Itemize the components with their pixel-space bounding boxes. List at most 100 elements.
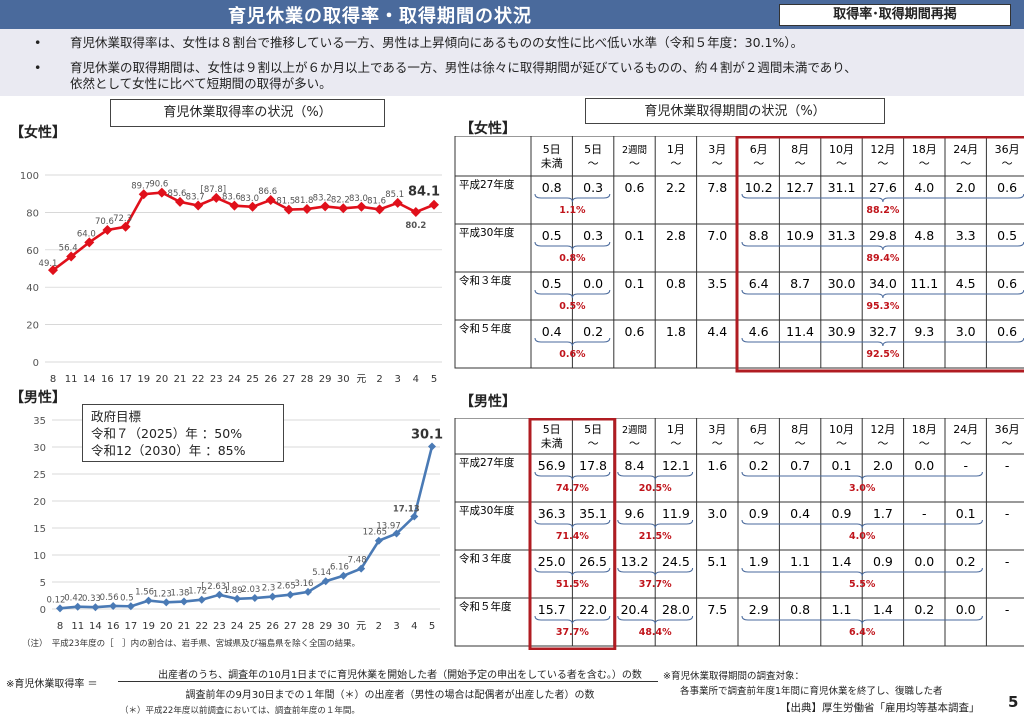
column-header: ～ bbox=[629, 437, 640, 450]
column-header: ～ bbox=[753, 437, 764, 450]
data-label: 85.6 bbox=[168, 189, 187, 199]
bracket bbox=[534, 337, 611, 347]
data-point bbox=[156, 187, 167, 198]
table-cell: 27.6 bbox=[869, 180, 897, 195]
bracket-sum: 37.7% bbox=[639, 579, 672, 590]
x-tick-label: 30 bbox=[337, 374, 350, 385]
table-cell: 12.1 bbox=[662, 458, 690, 473]
data-label: 30.1 bbox=[411, 427, 443, 442]
table-cell: 0.2 bbox=[956, 554, 976, 569]
data-label: 86.6 bbox=[258, 187, 277, 197]
data-point bbox=[374, 204, 385, 215]
row-header: 令和５年度 bbox=[459, 322, 512, 335]
goal-title: 政府目標 bbox=[91, 409, 142, 424]
bracket-sum: 21.5% bbox=[639, 531, 672, 542]
table-cell: 0.1 bbox=[956, 506, 976, 521]
table-cell: 31.3 bbox=[828, 228, 856, 243]
source-note: 【出典】厚生労働省「雇用均等基本調査」 bbox=[780, 702, 980, 714]
table-cell: 2.0 bbox=[956, 180, 976, 195]
table-cell: 30.0 bbox=[828, 276, 856, 291]
table-cell: 56.9 bbox=[538, 458, 566, 473]
column-header: ～ bbox=[629, 157, 640, 170]
bracket-sum: 0.6% bbox=[559, 349, 586, 360]
data-point bbox=[304, 587, 312, 596]
y-tick-label: 80 bbox=[26, 208, 39, 219]
x-tick-label: 5 bbox=[429, 621, 435, 632]
female-chart-label: 【女性】 bbox=[10, 125, 66, 141]
column-header: ～ bbox=[877, 437, 888, 450]
data-point bbox=[265, 195, 276, 206]
table-cell: 2.8 bbox=[666, 228, 686, 243]
table-cell: 1.1 bbox=[790, 554, 810, 569]
formula-note: （＊）平成22年度以前調査においては、調査前年度の１年間。 bbox=[120, 706, 360, 716]
table-cell: 35.1 bbox=[579, 506, 607, 521]
formula-numerator: 出産者のうち、調査年の10月1日までに育児休業を開始した者（開始予定の申出をして… bbox=[158, 670, 642, 681]
table-cell: 28.0 bbox=[662, 602, 690, 617]
table-cell: 0.4 bbox=[790, 506, 810, 521]
bracket bbox=[617, 519, 694, 529]
bracket bbox=[534, 289, 611, 299]
chart-note: （注） 平成23年度の［ ］内の割合は、岩手県、宮城県及び福島県を除く全国の結果… bbox=[22, 639, 361, 649]
highlight-box bbox=[528, 418, 617, 650]
table-cell: 0.8 bbox=[666, 276, 686, 291]
bracket bbox=[534, 241, 611, 251]
x-tick-label: 14 bbox=[83, 374, 96, 385]
x-tick-label: 3 bbox=[395, 374, 401, 385]
x-tick-label: 28 bbox=[301, 374, 314, 385]
data-point bbox=[374, 536, 383, 545]
table-cell: 9.6 bbox=[625, 506, 645, 521]
y-tick-label: 35 bbox=[33, 416, 46, 427]
table-cell: 0.8 bbox=[542, 180, 562, 195]
table-cell: 10.9 bbox=[786, 228, 814, 243]
data-label: 0.56 bbox=[100, 593, 119, 603]
x-tick-label: 11 bbox=[71, 621, 84, 632]
table-cell: 8.7 bbox=[790, 276, 810, 291]
column-header: 3月 bbox=[708, 143, 726, 156]
column-header: 5日 bbox=[584, 423, 602, 436]
series-line bbox=[59, 446, 434, 610]
table-cell: 0.3 bbox=[583, 228, 603, 243]
data-point bbox=[215, 590, 224, 599]
table-cell: 7.0 bbox=[707, 228, 727, 243]
table-cell: 4.4 bbox=[707, 324, 727, 339]
x-tick-label: 22 bbox=[195, 621, 208, 632]
table-cell: 0.9 bbox=[749, 506, 769, 521]
bracket bbox=[617, 615, 694, 625]
x-tick-label: 17 bbox=[119, 374, 132, 385]
data-point bbox=[48, 265, 58, 276]
table-cell: 8.8 bbox=[749, 228, 769, 243]
bracket bbox=[617, 567, 694, 577]
table-cell: 12.7 bbox=[786, 180, 814, 195]
bracket bbox=[741, 241, 1024, 251]
table-cell: 1.4 bbox=[873, 602, 893, 617]
bracket bbox=[741, 337, 1024, 347]
data-label: 83.7 bbox=[186, 192, 205, 202]
data-label: 1.56 bbox=[135, 588, 154, 598]
x-tick-label: 2 bbox=[376, 621, 382, 632]
goal-line-2: 令和12（2030）年 ：85% bbox=[91, 443, 246, 458]
table-cell: 0.2 bbox=[749, 458, 769, 473]
column-header: 2週間 bbox=[622, 144, 647, 156]
data-label: 3.16 bbox=[295, 579, 314, 589]
x-tick-label: 29 bbox=[319, 621, 332, 632]
data-label: 17.13 bbox=[393, 504, 420, 514]
y-tick-label: 20 bbox=[33, 497, 46, 508]
bracket-sum: 51.5% bbox=[556, 579, 589, 590]
data-label: [ 2.63] bbox=[201, 582, 229, 592]
table-cell: - bbox=[1005, 506, 1010, 521]
bracket-sum: 48.4% bbox=[639, 627, 672, 638]
data-label: 81.5 bbox=[276, 197, 295, 207]
bracket-sum: 0.5% bbox=[559, 301, 586, 312]
data-point bbox=[320, 201, 331, 212]
x-tick-label: 27 bbox=[282, 374, 295, 385]
table-cell: 0.2 bbox=[583, 324, 603, 339]
x-tick-label: 24 bbox=[231, 621, 244, 632]
table-cell: 3.0 bbox=[956, 324, 976, 339]
table-cell: 0.7 bbox=[790, 458, 810, 473]
table-cell: 0.0 bbox=[914, 458, 934, 473]
x-tick-label: 17 bbox=[124, 621, 137, 632]
row-header: 令和３年度 bbox=[459, 274, 512, 287]
column-header: ～ bbox=[670, 157, 681, 170]
formula-denominator: 調査前年の9月30日までの１年間（＊）の出産者（男性の場合は配偶者が出産した者）… bbox=[185, 690, 595, 701]
y-tick-label: 15 bbox=[33, 524, 46, 535]
